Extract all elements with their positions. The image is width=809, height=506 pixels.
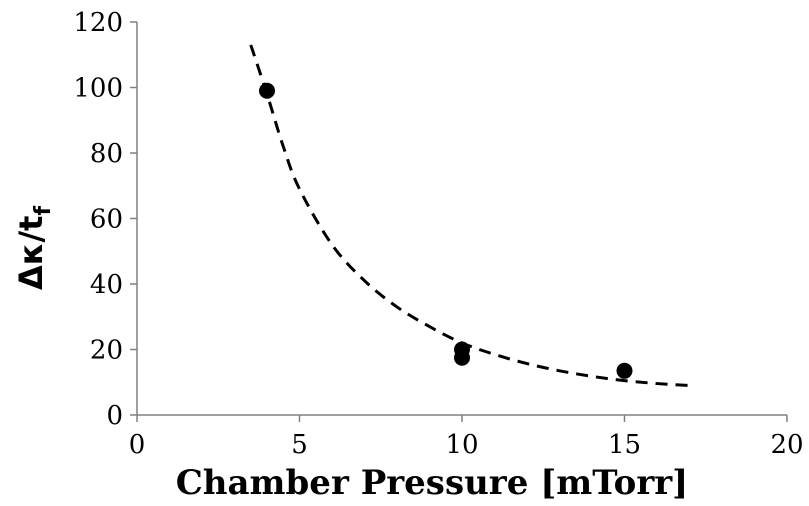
y-tick-label: 100 <box>73 74 123 104</box>
y-tick-label: 20 <box>90 336 123 366</box>
x-tick-label: 0 <box>129 430 146 460</box>
y-tick-label: 0 <box>106 401 123 431</box>
x-axis-title: Chamber Pressure [mTorr] <box>176 463 689 503</box>
y-axis-title-main: Δκ/t <box>12 216 50 290</box>
axes <box>130 21 788 422</box>
y-tick-label: 120 <box>73 8 123 38</box>
y-tick-label: 40 <box>90 270 123 300</box>
x-tick-label: 20 <box>770 430 803 460</box>
data-point <box>616 362 633 379</box>
y-axis-title: Δκ/tf <box>12 206 56 290</box>
x-tick-label: 5 <box>291 430 308 460</box>
data-point <box>454 349 470 366</box>
y-tick-label: 80 <box>90 139 123 169</box>
trendline <box>249 44 690 388</box>
data-points <box>259 82 633 379</box>
data-point <box>259 82 275 99</box>
y-axis-title-subscript: f <box>31 206 56 216</box>
x-tick-label: 10 <box>445 430 478 460</box>
trendline-layer <box>249 44 690 388</box>
x-tick-label: 15 <box>608 430 641 460</box>
tick-labels: 0 20 40 60 80 100 120 0 5 10 15 20 <box>73 8 803 460</box>
y-tick-label: 60 <box>90 205 123 235</box>
